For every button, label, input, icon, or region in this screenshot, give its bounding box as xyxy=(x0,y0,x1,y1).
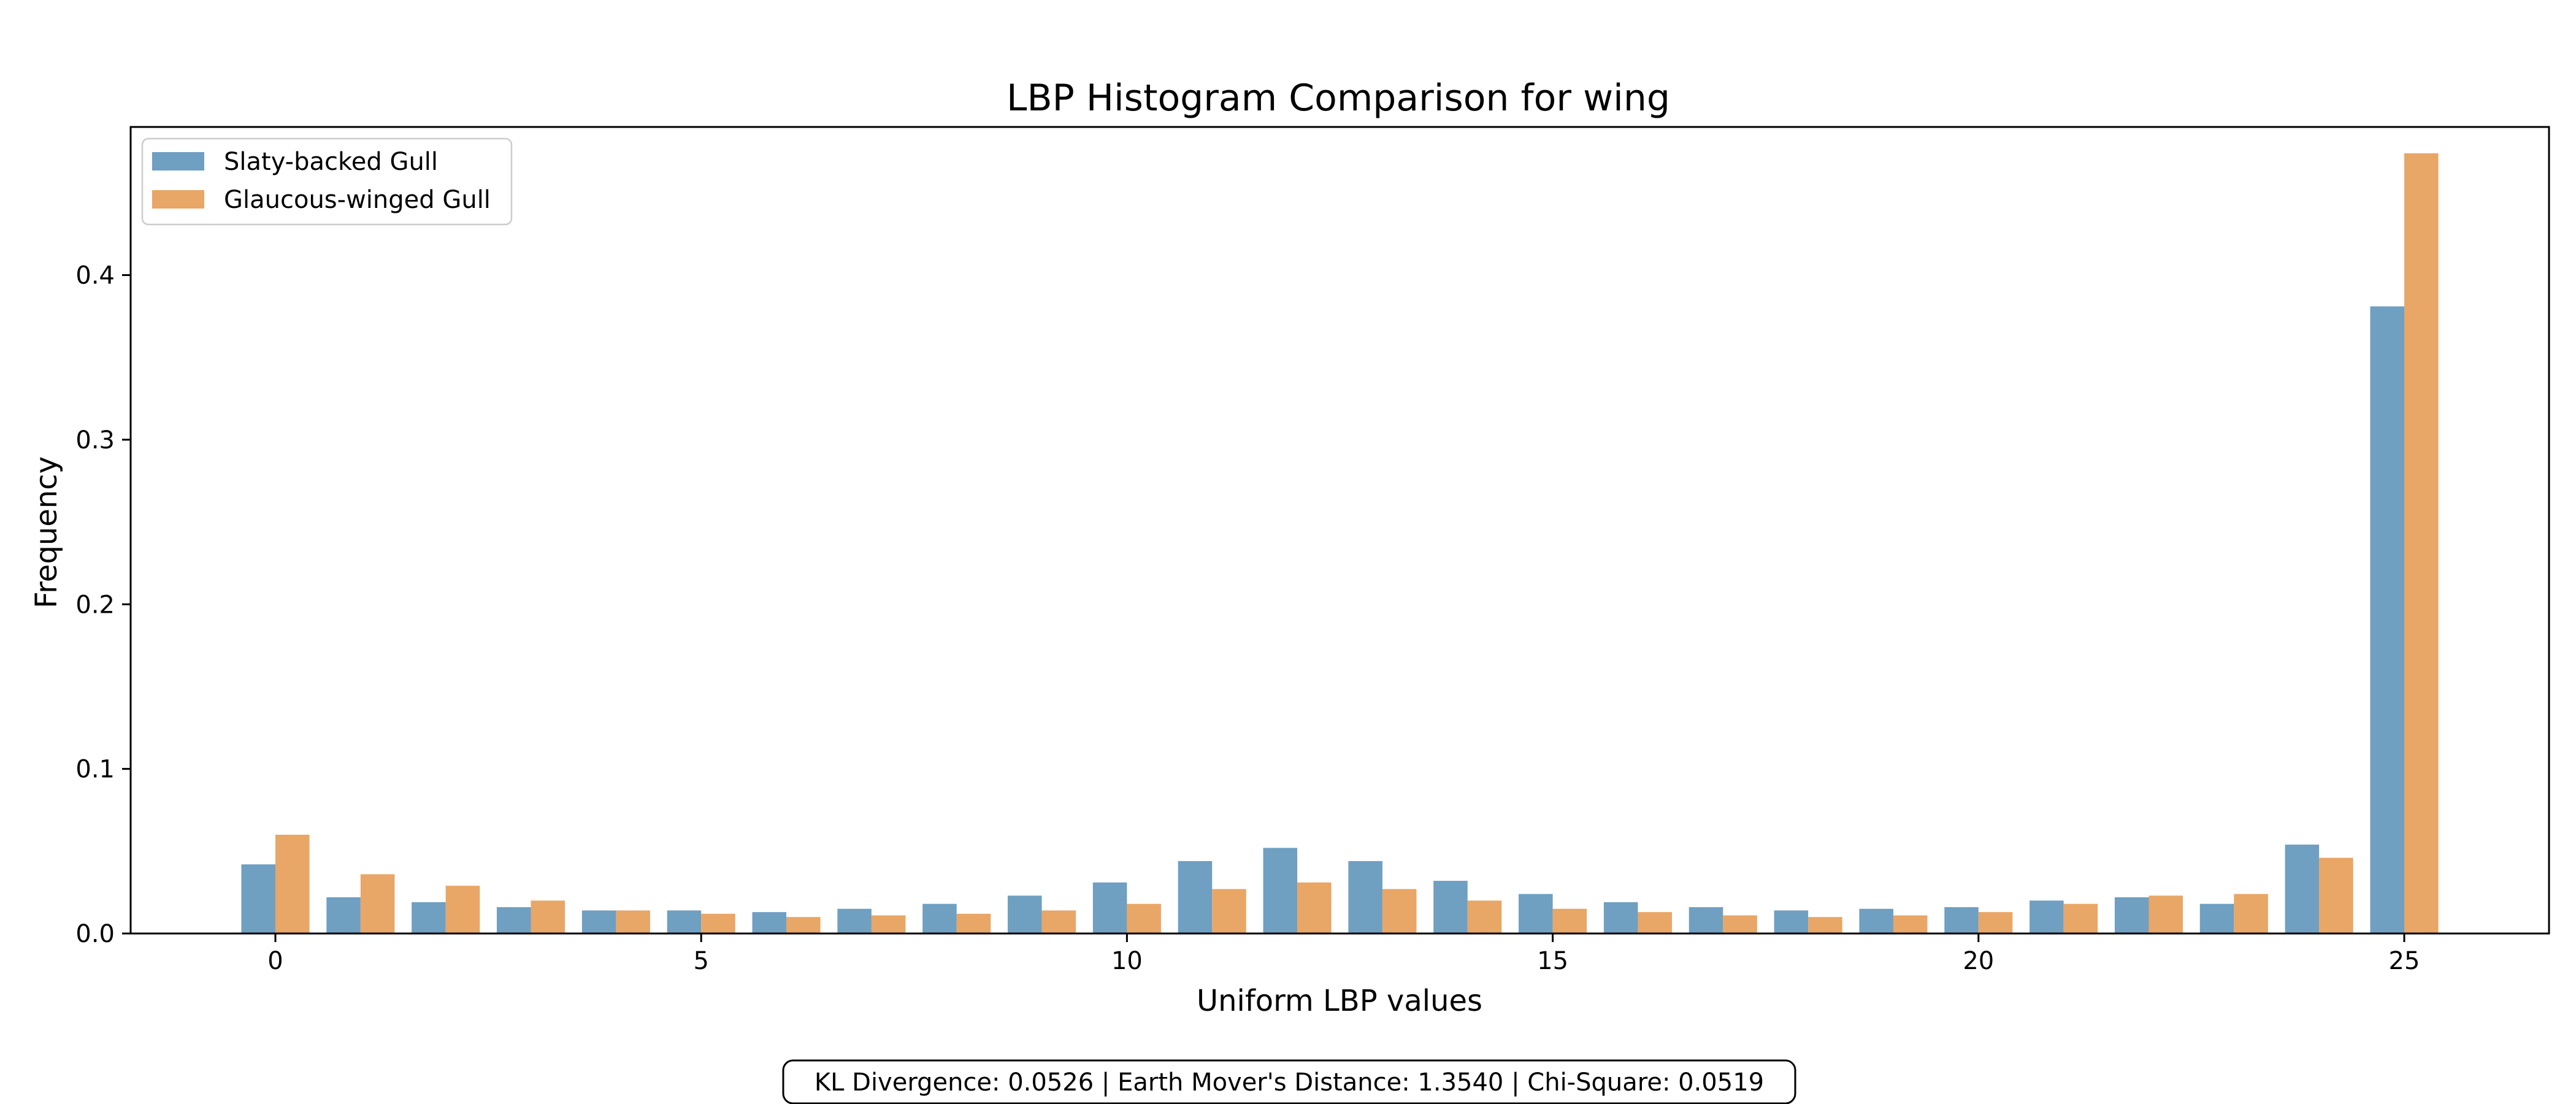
chart-title: LBP Histogram Comparison for wing xyxy=(1006,77,1670,120)
legend-box xyxy=(141,137,513,226)
bar-glaucous-winged-gull-3 xyxy=(531,900,565,933)
bar-slaty-backed-gull-6 xyxy=(752,912,787,933)
x-tick-label-20: 20 xyxy=(1963,947,1994,975)
bar-glaucous-winged-gull-16 xyxy=(1638,912,1672,933)
bar-glaucous-winged-gull-1 xyxy=(360,874,395,933)
bar-glaucous-winged-gull-23 xyxy=(2234,894,2268,933)
bar-glaucous-winged-gull-5 xyxy=(701,913,735,933)
bar-glaucous-winged-gull-11 xyxy=(1212,889,1246,933)
bar-glaucous-winged-gull-6 xyxy=(786,917,821,933)
bar-glaucous-winged-gull-12 xyxy=(1297,882,1332,933)
bar-slaty-backed-gull-7 xyxy=(837,908,872,933)
bar-slaty-backed-gull-5 xyxy=(667,910,702,933)
y-tick-label-2: 0.2 xyxy=(75,591,115,619)
bar-slaty-backed-gull-12 xyxy=(1263,848,1298,933)
bar-slaty-backed-gull-19 xyxy=(1859,908,1893,933)
bar-glaucous-winged-gull-19 xyxy=(1893,915,1928,933)
x-tick-label-25: 25 xyxy=(2389,947,2420,975)
stats-annotation-box xyxy=(782,1059,1796,1104)
y-tick-label-4: 0.4 xyxy=(75,262,115,290)
y-tick-label-0: 0.0 xyxy=(75,920,115,948)
bar-slaty-backed-gull-0 xyxy=(241,864,276,933)
bar-slaty-backed-gull-25 xyxy=(2370,306,2404,933)
bar-glaucous-winged-gull-22 xyxy=(2149,895,2183,933)
bar-slaty-backed-gull-14 xyxy=(1433,881,1468,933)
y-tick-label-1: 0.1 xyxy=(75,756,115,784)
x-axis-label: Uniform LBP values xyxy=(1197,984,1482,1018)
bar-glaucous-winged-gull-15 xyxy=(1552,908,1587,933)
bar-slaty-backed-gull-11 xyxy=(1178,861,1213,933)
bar-slaty-backed-gull-10 xyxy=(1092,882,1127,933)
ticks-group: 0 5 10 15 20 25 0.0 0.1 0.2 0.3 0.4 xyxy=(75,262,2420,975)
bar-slaty-backed-gull-9 xyxy=(1008,895,1042,933)
y-axis-label: Frequency xyxy=(29,456,64,608)
bar-glaucous-winged-gull-21 xyxy=(2063,903,2098,933)
legend-swatch-glaucous-winged-gull xyxy=(152,190,204,209)
plot-frame xyxy=(129,126,2550,935)
bar-glaucous-winged-gull-10 xyxy=(1127,903,1161,933)
bar-glaucous-winged-gull-2 xyxy=(445,886,480,933)
bar-slaty-backed-gull-18 xyxy=(1774,910,1809,933)
y-tick-label-3: 0.3 xyxy=(75,426,115,454)
bar-slaty-backed-gull-21 xyxy=(2030,900,2064,933)
bar-glaucous-winged-gull-7 xyxy=(871,915,906,933)
bar-glaucous-winged-gull-20 xyxy=(1978,912,2013,933)
bar-glaucous-winged-gull-14 xyxy=(1467,900,1502,933)
bar-slaty-backed-gull-15 xyxy=(1519,894,1553,933)
bar-glaucous-winged-gull-9 xyxy=(1041,910,1076,933)
bar-glaucous-winged-gull-17 xyxy=(1723,915,1757,933)
bar-slaty-backed-gull-2 xyxy=(412,902,446,933)
bar-slaty-backed-gull-8 xyxy=(922,903,957,933)
legend: Slaty-backed Gull Glaucous-winged Gull xyxy=(141,137,513,226)
stats-annotation: KL Divergence: 0.0526 | Earth Mover's Di… xyxy=(782,1059,1796,1104)
bar-glaucous-winged-gull-4 xyxy=(616,910,650,933)
bar-slaty-backed-gull-17 xyxy=(1689,907,1723,933)
bar-slaty-backed-gull-16 xyxy=(1603,902,1638,933)
bar-slaty-backed-gull-4 xyxy=(581,910,616,933)
x-tick-label-15: 15 xyxy=(1537,947,1568,975)
bar-glaucous-winged-gull-25 xyxy=(2404,153,2439,934)
bar-glaucous-winged-gull-13 xyxy=(1382,889,1417,933)
stats-annotation-text: KL Divergence: 0.0526 | Earth Mover's Di… xyxy=(815,1068,1764,1097)
bar-glaucous-winged-gull-18 xyxy=(1808,917,1842,933)
legend-label-glaucous-winged-gull: Glaucous-winged Gull xyxy=(224,186,491,214)
legend-swatch-slaty-backed-gull xyxy=(152,152,204,171)
bar-glaucous-winged-gull-24 xyxy=(2319,857,2353,933)
bar-glaucous-winged-gull-8 xyxy=(956,913,991,933)
bar-slaty-backed-gull-3 xyxy=(497,907,531,933)
legend-label-slaty-backed-gull: Slaty-backed Gull xyxy=(224,148,438,176)
bar-slaty-backed-gull-1 xyxy=(326,897,361,933)
x-tick-label-5: 5 xyxy=(693,947,708,975)
bar-slaty-backed-gull-24 xyxy=(2285,845,2320,933)
bar-slaty-backed-gull-20 xyxy=(1944,907,1979,933)
bar-slaty-backed-gull-13 xyxy=(1348,861,1382,933)
bar-glaucous-winged-gull-0 xyxy=(275,834,310,933)
x-tick-label-0: 0 xyxy=(267,947,283,975)
bar-slaty-backed-gull-22 xyxy=(2114,897,2149,933)
x-tick-label-10: 10 xyxy=(1111,947,1143,975)
bars-group xyxy=(241,153,2439,934)
bar-slaty-backed-gull-23 xyxy=(2199,903,2234,933)
